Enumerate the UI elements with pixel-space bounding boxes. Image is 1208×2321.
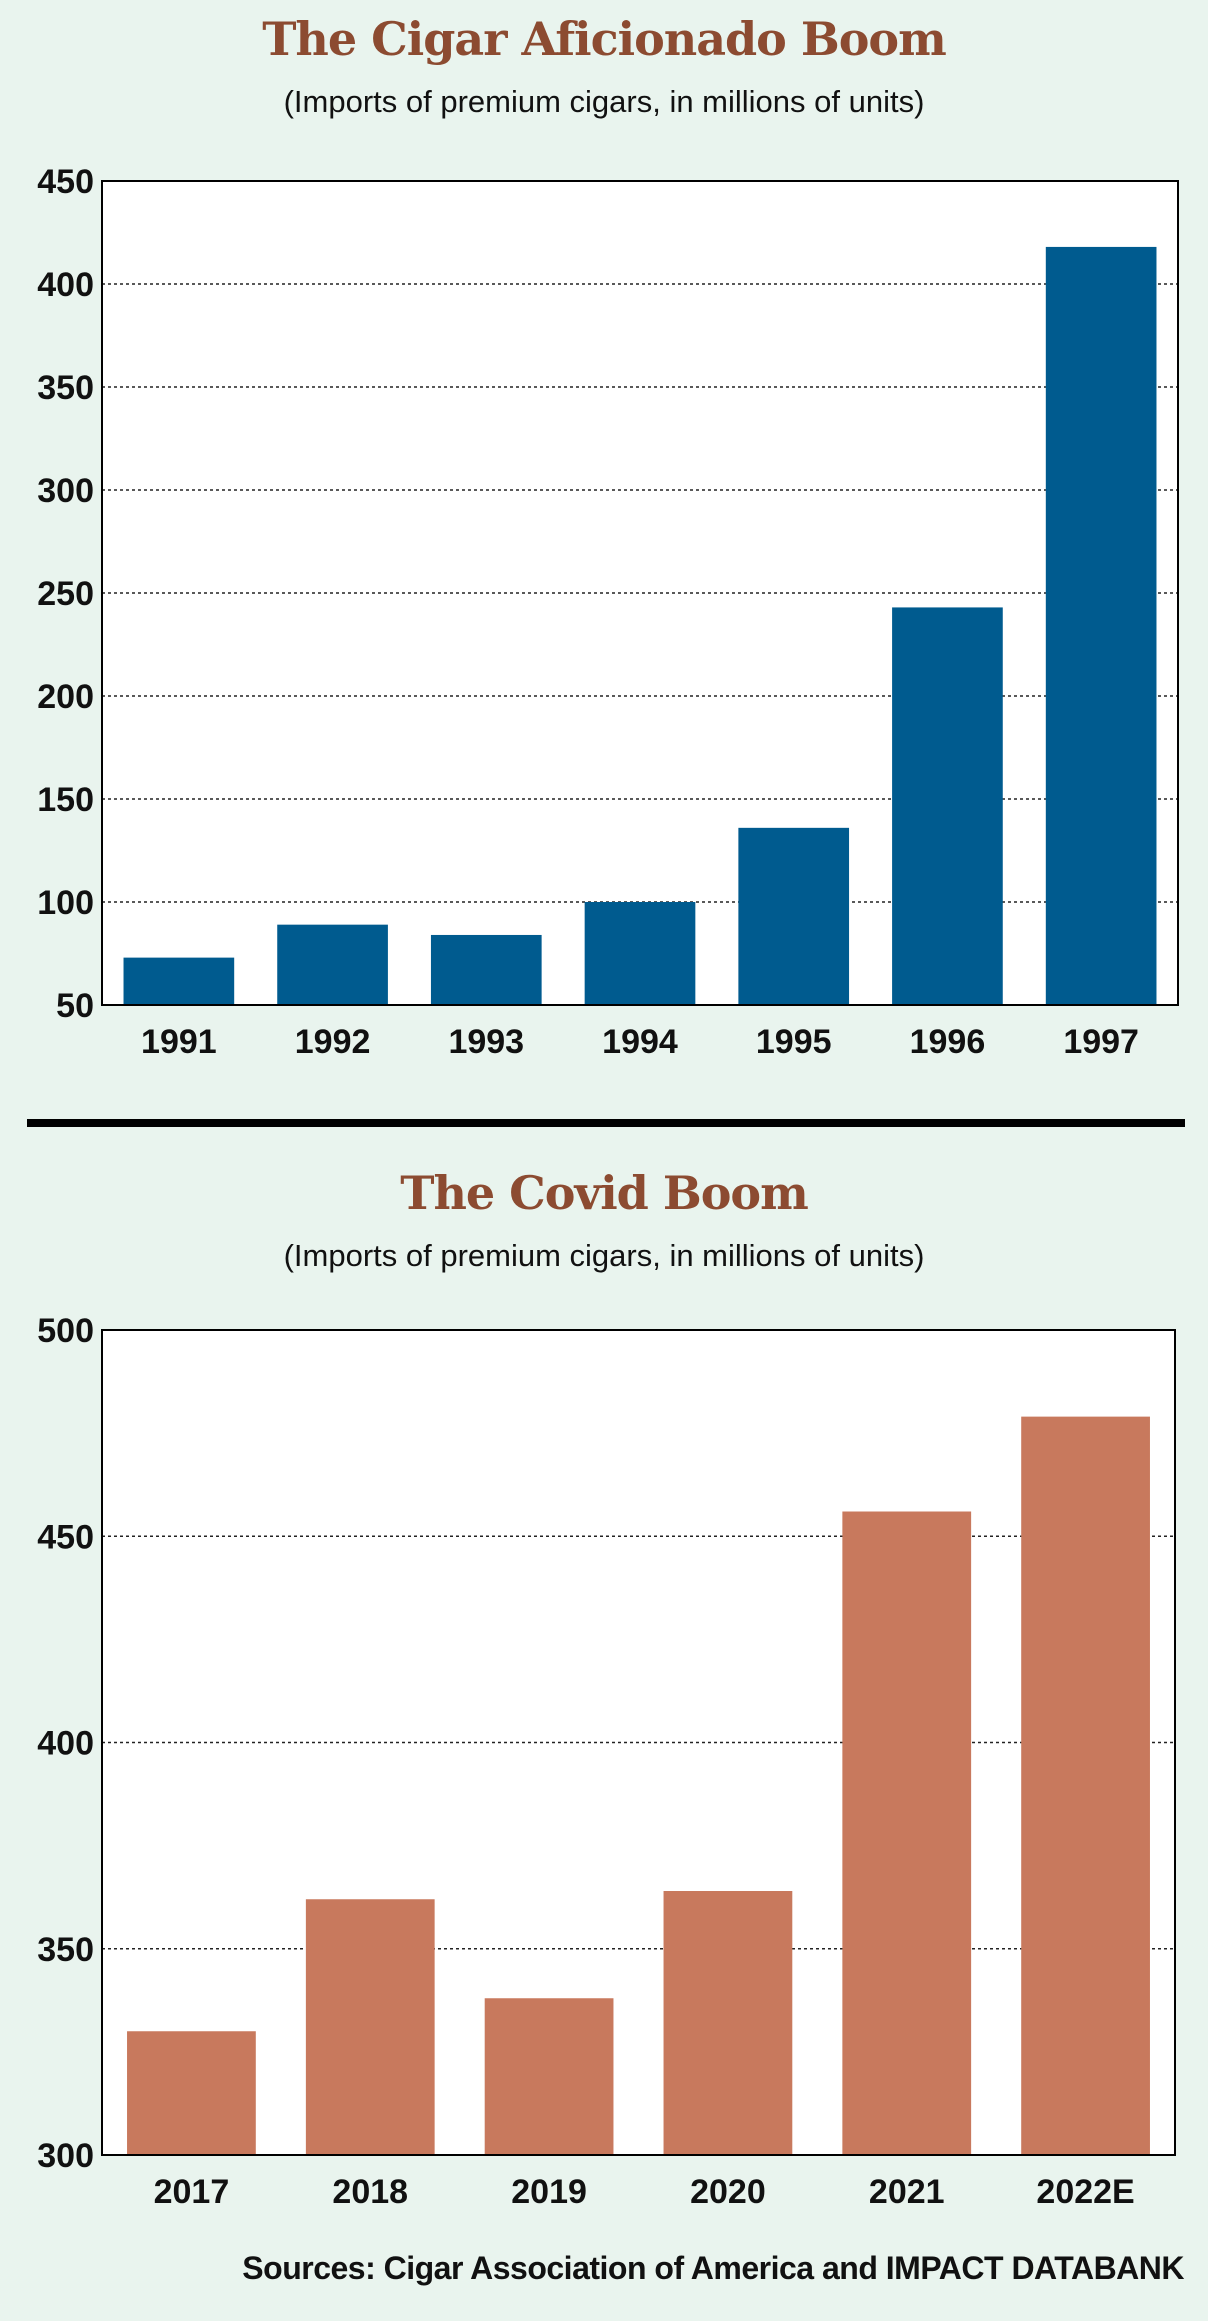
bar-1991 — [123, 957, 235, 1005]
x-tick-label: 2018 — [332, 2173, 408, 2211]
chart1-subtitle: (Imports of premium cigars, in millions … — [283, 84, 925, 119]
x-tick-label: 2017 — [154, 2173, 230, 2211]
plot-frame — [101, 1329, 1176, 2156]
y-tick-label: 450 — [37, 1518, 94, 1556]
x-tick-label: 2022E — [1036, 2173, 1134, 2211]
y-tick-label: 400 — [37, 1725, 94, 1763]
bar-2020 — [663, 1891, 793, 2155]
x-tick-label: 1995 — [756, 1023, 832, 1061]
x-tick-label: 2021 — [869, 2173, 945, 2211]
bar-2018 — [305, 1899, 435, 2155]
y-tick-label: 400 — [37, 266, 94, 304]
chart2-plot: 300 350 400 450 500 2017 2018 2019 2020 2021 2022E — [37, 1312, 1176, 2211]
y-tick-label: 200 — [37, 678, 94, 716]
y-tick-label: 350 — [37, 1931, 94, 1969]
chart2-subtitle: (Imports of premium cigars, in millions … — [283, 1238, 925, 1273]
x-tick-label: 2019 — [511, 2173, 587, 2211]
bar-2019 — [484, 1998, 614, 2155]
bar-1992 — [277, 924, 388, 1005]
x-tick-label: 1997 — [1063, 1023, 1139, 1061]
bar-2021 — [842, 1511, 972, 2155]
x-tick-label: 1991 — [141, 1023, 217, 1061]
y-tick-label: 300 — [37, 472, 94, 510]
plot-frame — [101, 180, 1179, 1006]
y-tick-label: 350 — [37, 369, 94, 407]
y-tick-label: 100 — [37, 884, 94, 922]
section-divider — [27, 1119, 1185, 1127]
x-tick-label: 1994 — [602, 1023, 678, 1061]
chart2-title: The Covid Boom — [400, 1166, 809, 1220]
bar-1995 — [738, 827, 850, 1005]
x-tick-label: 1993 — [448, 1023, 524, 1061]
bar-2022E — [1021, 1416, 1150, 2155]
y-tick-label: 250 — [37, 575, 94, 613]
x-tick-label: 1992 — [295, 1023, 371, 1061]
bar-1994 — [584, 902, 696, 1005]
bar-1993 — [430, 934, 542, 1005]
y-tick-label: 500 — [37, 1312, 94, 1350]
source-note: Sources: Cigar Association of America an… — [242, 2250, 1184, 2286]
chart1-title: The Cigar Aficionado Boom — [262, 12, 947, 66]
bar-1996 — [892, 607, 1003, 1005]
y-tick-label: 300 — [37, 2137, 94, 2175]
bar-2017 — [127, 2031, 256, 2155]
y-tick-label: 150 — [37, 781, 94, 819]
y-tick-label: 50 — [56, 987, 94, 1025]
x-tick-label: 2020 — [690, 2173, 766, 2211]
y-tick-label: 450 — [37, 163, 94, 201]
x-tick-label: 1996 — [910, 1023, 986, 1061]
chart1-plot: 50 100 150 200 250 300 350 400 450 1991 1992 1993 19… — [37, 163, 1179, 1061]
bar-1997 — [1045, 246, 1157, 1006]
